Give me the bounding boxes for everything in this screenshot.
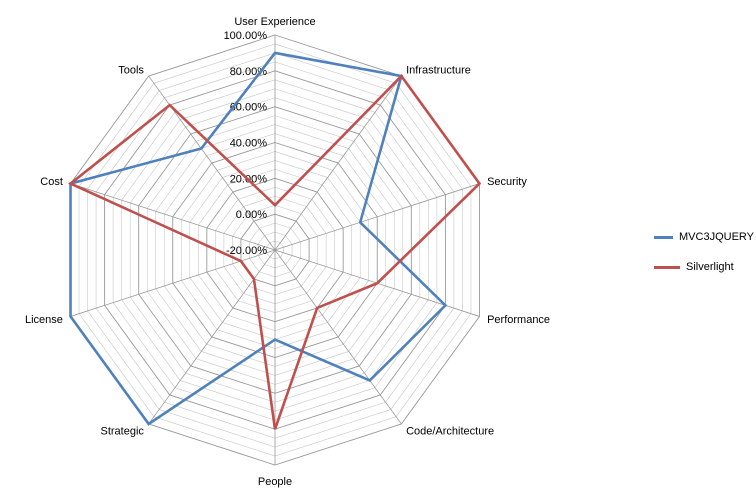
series-line-silverlight: [68, 74, 482, 430]
series-line-mvc3jquery: [69, 51, 448, 426]
category-label: Security: [487, 176, 527, 188]
radial-tick-label: 40.00%: [230, 138, 268, 150]
axis-spoke: [274, 183, 480, 251]
category-label: Strategic: [100, 425, 144, 437]
legend: MVC3JQUERY Silverlight: [654, 222, 754, 282]
radial-tick-label: -20.00%: [226, 245, 267, 257]
legend-swatch-silverlight: [654, 265, 680, 269]
radial-tick-label: 0.00%: [236, 209, 267, 221]
category-label: Code/Architecture: [406, 425, 494, 437]
category-label: Infrastructure: [406, 65, 471, 77]
radial-tick-label: 100.00%: [224, 30, 268, 42]
legend-item-mvc3jquery: MVC3JQUERY: [654, 222, 754, 252]
category-label: Cost: [40, 176, 63, 188]
legend-swatch-mvc3jquery: [654, 235, 674, 239]
axis-spoke: [148, 249, 276, 425]
category-label: License: [25, 314, 63, 326]
axis-spoke: [274, 249, 402, 425]
axis-spoke: [70, 183, 276, 251]
category-label: Performance: [487, 314, 550, 326]
category-label: People: [258, 476, 292, 488]
radial-tick-label: 60.00%: [230, 102, 268, 114]
legend-label-mvc3jquery: MVC3JQUERY: [679, 231, 754, 243]
category-label: Tools: [118, 65, 144, 77]
legend-item-silverlight: Silverlight: [654, 252, 754, 282]
axis-spoke: [274, 75, 402, 251]
legend-label-silverlight: Silverlight: [686, 261, 734, 273]
category-label: User Experience: [234, 16, 315, 28]
